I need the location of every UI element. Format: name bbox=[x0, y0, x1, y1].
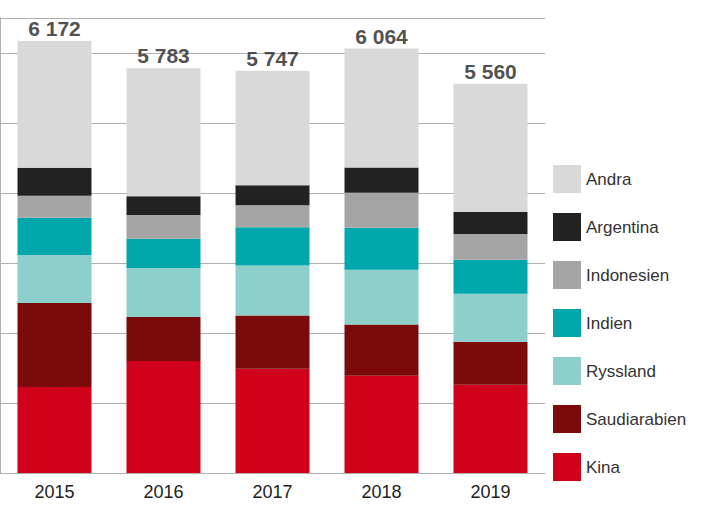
svg-text:Saudiarabien: Saudiarabien bbox=[586, 410, 686, 429]
svg-text:2016: 2016 bbox=[143, 482, 183, 502]
svg-text:2019: 2019 bbox=[470, 482, 510, 502]
svg-text:Indonesien: Indonesien bbox=[586, 266, 669, 285]
svg-text:2015: 2015 bbox=[34, 482, 74, 502]
svg-text:Kina: Kina bbox=[586, 458, 621, 477]
svg-text:5 783: 5 783 bbox=[137, 44, 190, 67]
svg-text:6 172: 6 172 bbox=[28, 17, 81, 40]
svg-text:Ryssland: Ryssland bbox=[586, 362, 656, 381]
svg-text:Argentina: Argentina bbox=[586, 218, 659, 237]
svg-text:2018: 2018 bbox=[361, 482, 401, 502]
svg-text:2017: 2017 bbox=[252, 482, 292, 502]
svg-text:5 560: 5 560 bbox=[464, 60, 517, 83]
svg-text:6 064: 6 064 bbox=[355, 25, 408, 48]
svg-text:Andra: Andra bbox=[586, 170, 632, 189]
svg-text:5 747: 5 747 bbox=[246, 47, 299, 70]
svg-text:Indien: Indien bbox=[586, 314, 632, 333]
